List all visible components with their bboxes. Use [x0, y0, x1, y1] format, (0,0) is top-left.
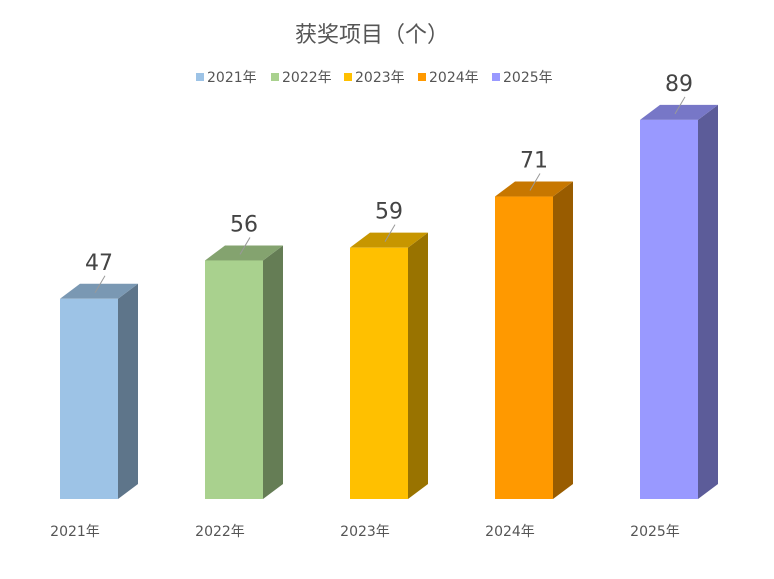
legend-swatch-5	[492, 73, 500, 81]
bar-side-5	[698, 104, 718, 500]
leader-line-3	[384, 224, 396, 242]
bar-front-4	[495, 196, 553, 500]
legend-label-4: 2024年	[429, 70, 479, 86]
bars	[60, 104, 718, 500]
bar-top-1	[60, 283, 138, 299]
bar-front-5	[640, 119, 698, 500]
legend-swatch-4	[418, 73, 426, 81]
legend-label-2: 2022年	[282, 70, 332, 86]
category-label-4: 2024年	[485, 524, 535, 540]
leader-line-2	[239, 237, 251, 255]
legend: 2021年 2022年 2023年 2024年 2025年	[196, 70, 553, 86]
legend-label-5: 2025年	[503, 70, 553, 86]
bar-top-2	[205, 245, 283, 261]
bar-top-3	[350, 232, 428, 248]
bar-front-1	[60, 298, 118, 499]
legend-label-3: 2023年	[355, 70, 405, 86]
legend-label-1: 2021年	[207, 70, 257, 86]
bar-2	[205, 245, 283, 499]
bar-top-4	[495, 181, 573, 197]
chart-title: 获奖项目（个）	[295, 23, 449, 48]
category-labels: 2021年 2022年 2023年 2024年 2025年	[50, 524, 680, 540]
bar-side-4	[553, 181, 573, 500]
leader-line-4	[529, 173, 541, 191]
bar-side-1	[118, 283, 138, 499]
bar-top-5	[640, 104, 718, 120]
bar-side-3	[408, 232, 428, 499]
leader-line-1	[94, 275, 106, 294]
category-label-1: 2021年	[50, 524, 100, 540]
bar-side-2	[263, 245, 283, 499]
bar-3	[350, 232, 428, 499]
bar-front-2	[205, 260, 263, 499]
data-label-4: 71	[520, 149, 548, 174]
leader-line-5	[674, 96, 686, 115]
bar-1	[60, 283, 138, 499]
data-labels: 47 56 59 71 89	[85, 72, 693, 294]
category-label-3: 2023年	[340, 524, 390, 540]
legend-swatch-1	[196, 73, 204, 81]
bar-front-3	[350, 247, 408, 499]
data-label-1: 47	[85, 251, 113, 276]
data-label-2: 56	[230, 212, 258, 237]
bar-4	[495, 181, 573, 500]
category-label-5: 2025年	[630, 524, 680, 540]
legend-swatch-3	[344, 73, 352, 81]
category-label-2: 2022年	[195, 524, 245, 540]
data-label-5: 89	[665, 72, 693, 97]
legend-swatch-2	[271, 73, 279, 81]
data-label-3: 59	[375, 200, 403, 225]
bar-5	[640, 104, 718, 500]
